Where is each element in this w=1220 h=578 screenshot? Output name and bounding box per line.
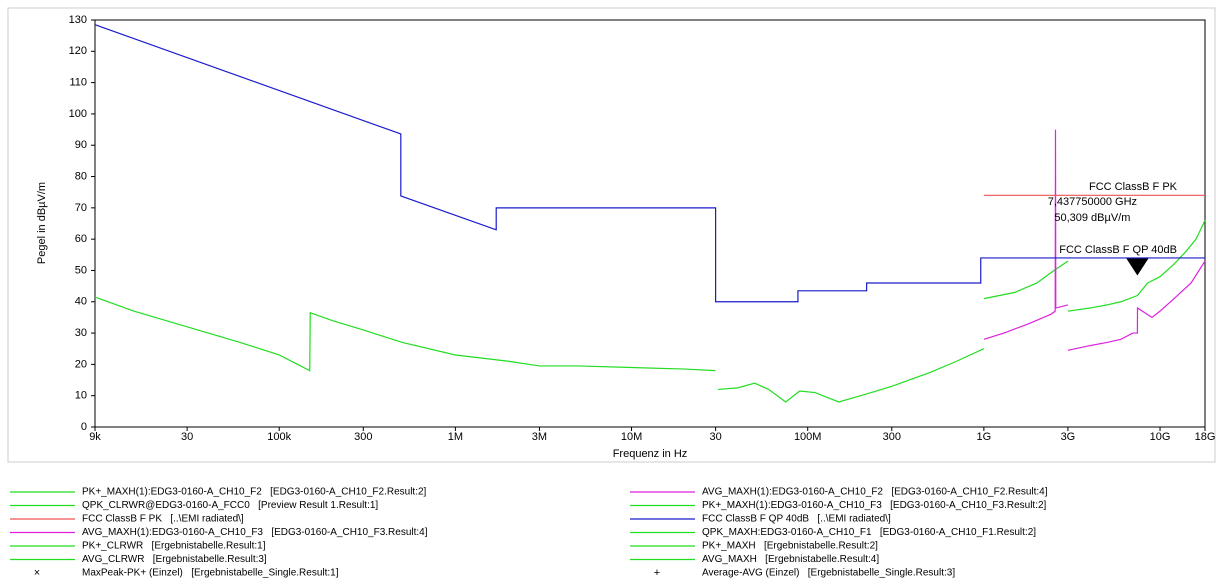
y-tick-label: 30 xyxy=(75,327,87,339)
legend-label: PK+_MAXH(1):EDG3-0160-A_CH10_F3 [EDG3-01… xyxy=(702,500,1047,511)
y-tick-label: 120 xyxy=(69,45,87,57)
y-tick-label: 130 xyxy=(69,14,87,26)
legend-label: QPK_CLRWR@EDG3-0160-A_FCC0 [Preview Resu… xyxy=(82,500,378,511)
y-tick-label: 50 xyxy=(75,264,87,276)
legend-label: PK+_MAXH(1):EDG3-0160-A_CH10_F2 [EDG3-01… xyxy=(82,487,427,498)
legend-label: MaxPeak-PK+ (Einzel) [Ergebnistabelle_Si… xyxy=(82,568,339,578)
x-tick-label: 30 xyxy=(181,431,193,443)
legend-label: AVG_MAXH(1):EDG3-0160-A_CH10_F2 [EDG3-01… xyxy=(702,487,1048,498)
y-tick-label: 20 xyxy=(75,358,87,370)
x-tick-label: 100k xyxy=(267,431,291,443)
marker-x-label: 7,437750000 GHz xyxy=(1048,196,1137,208)
y-tick-label: 70 xyxy=(75,202,87,214)
legend-symbol: × xyxy=(34,567,40,578)
legend-label: AVG_MAXH [Ergebnistabelle.Result:4] xyxy=(702,554,879,565)
y-tick-label: 10 xyxy=(75,390,87,402)
x-tick-label: 18G xyxy=(1195,431,1216,443)
plot-frame xyxy=(94,19,1206,428)
legend-label: PK+_MAXH [Ergebnistabelle.Result:2] xyxy=(702,541,878,552)
x-tick-label: 1G xyxy=(977,431,992,443)
chart-border xyxy=(7,7,1216,463)
limit-label: FCC ClassB F PK xyxy=(1089,181,1178,193)
y-axis-label: Pegel in dBµV/m xyxy=(36,182,48,264)
x-axis-label: Frequenz in Hz xyxy=(613,448,688,460)
legend-label: QPK_MAXH:EDG3-0160-A_CH10_F1 [EDG3-0160-… xyxy=(702,527,1036,538)
legend-label: PK+_CLRWR [Ergebnistabelle.Result:1] xyxy=(82,541,266,552)
marker xyxy=(1126,258,1149,276)
y-tick-label: 40 xyxy=(75,296,87,308)
x-tick-label: 300 xyxy=(883,431,901,443)
marker-value-label: 50,309 dBµV/m xyxy=(1054,212,1130,224)
legend-label: Average-AVG (Einzel) [Ergebnistabelle_Si… xyxy=(702,568,955,578)
legend-label: AVG_MAXH(1):EDG3-0160-A_CH10_F3 [EDG3-01… xyxy=(82,527,428,538)
series-line xyxy=(94,24,1205,303)
x-tick-label: 3G xyxy=(1061,431,1076,443)
legend-label: AVG_CLRWR [Ergebnistabelle.Result:3] xyxy=(82,554,267,565)
legend-symbol: + xyxy=(654,567,660,578)
x-tick-label: 3M xyxy=(532,431,547,443)
x-tick-label: 1M xyxy=(448,431,463,443)
series-line xyxy=(983,129,1206,351)
y-tick-label: 80 xyxy=(75,170,87,182)
x-tick-label: 100M xyxy=(794,431,822,443)
y-tick-label: 0 xyxy=(81,421,87,433)
x-tick-label: 300 xyxy=(354,431,372,443)
y-tick-label: 100 xyxy=(69,108,87,120)
x-tick-label: 9k xyxy=(89,431,101,443)
legend-label: FCC ClassB F QP 40dB [..\EMI radiated\] xyxy=(702,514,891,525)
x-tick-label: 30 xyxy=(709,431,721,443)
y-tick-label: 110 xyxy=(69,77,87,89)
y-tick-label: 60 xyxy=(75,233,87,245)
x-tick-label: 10G xyxy=(1150,431,1171,443)
x-tick-label: 10M xyxy=(621,431,642,443)
legend-label: FCC ClassB F PK [..\EMI radiated\] xyxy=(82,514,244,525)
y-tick-label: 90 xyxy=(75,139,87,151)
limit-label: FCC ClassB F QP 40dB xyxy=(1059,244,1177,256)
series-line xyxy=(94,220,1206,403)
